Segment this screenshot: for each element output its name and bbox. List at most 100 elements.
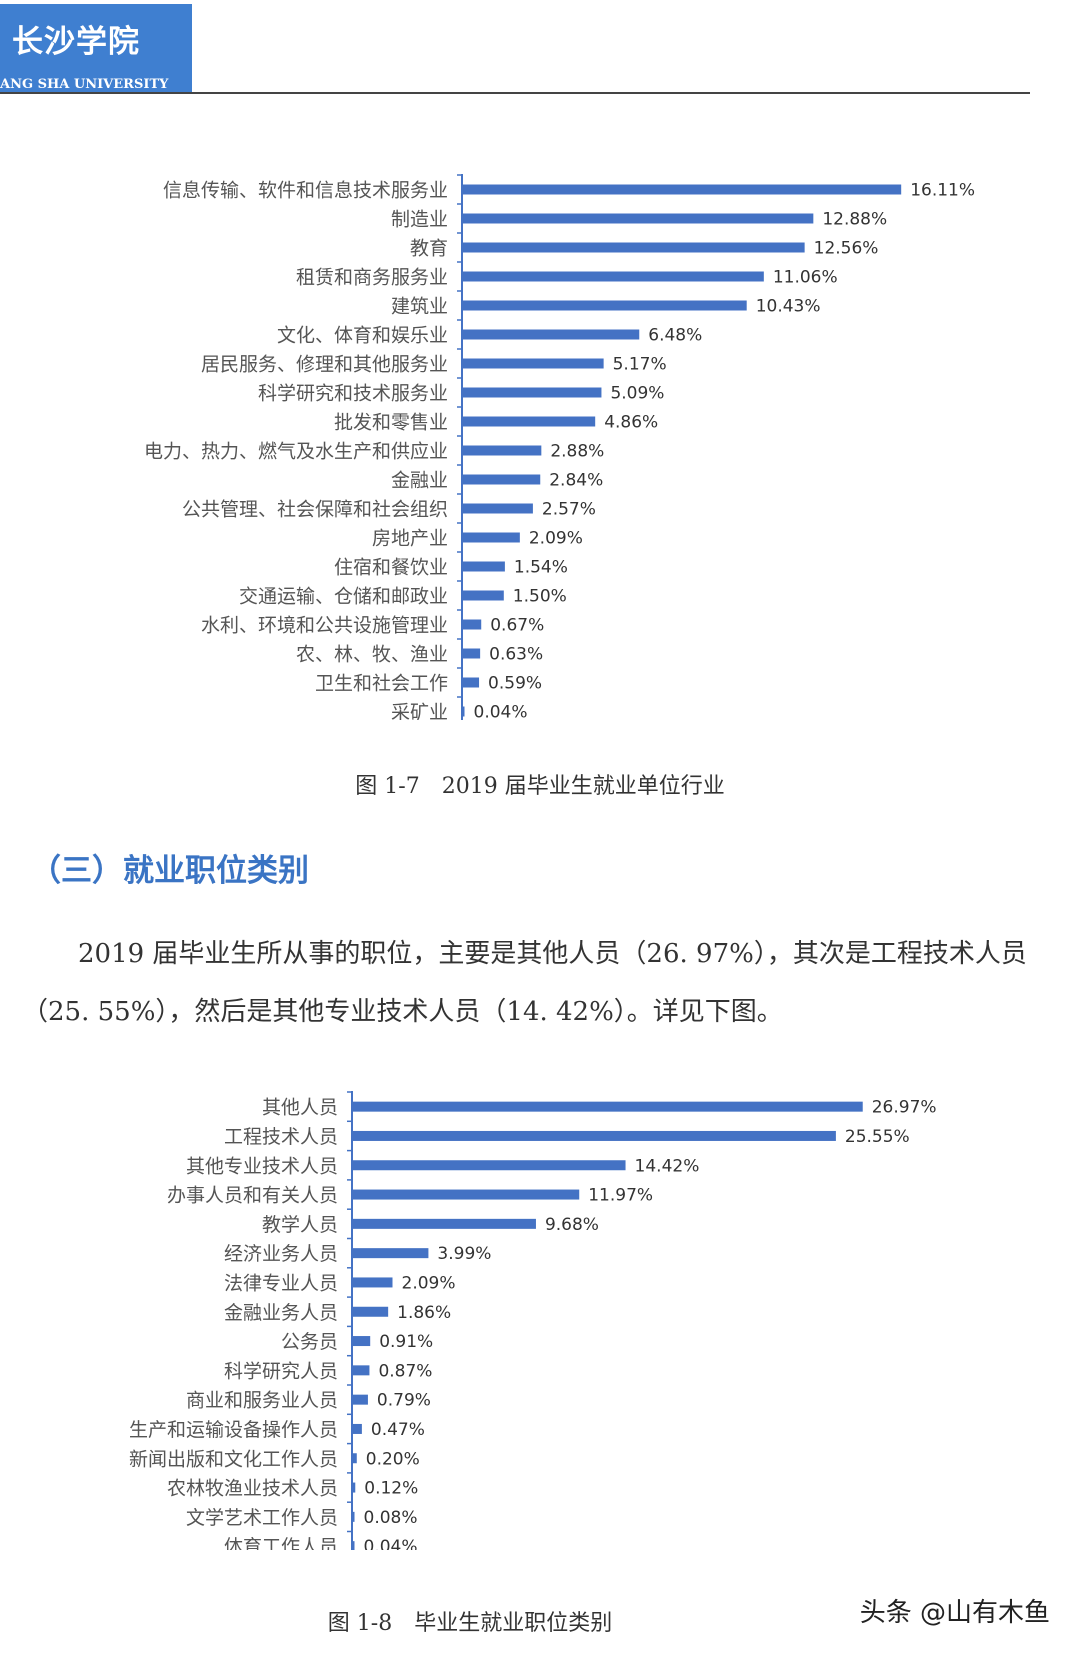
category-label: 金融业 xyxy=(391,470,448,492)
bar xyxy=(353,1218,536,1229)
value-label: 25.55% xyxy=(845,1127,910,1147)
value-label: 2.09% xyxy=(402,1273,456,1293)
value-label: 0.20% xyxy=(366,1449,420,1469)
value-label: 1.54% xyxy=(514,558,568,578)
category-label: 公务员 xyxy=(281,1331,338,1353)
bar xyxy=(463,300,747,311)
category-label: 房地产业 xyxy=(372,528,448,550)
category-label: 居民服务、修理和其他服务业 xyxy=(201,354,448,376)
bar xyxy=(353,1423,362,1434)
category-label: 科学研究人员 xyxy=(224,1360,338,1382)
bar xyxy=(463,474,541,485)
value-label: 2.84% xyxy=(549,471,603,491)
value-label: 0.04% xyxy=(474,703,528,721)
section-heading: （三）就业职位类别 xyxy=(30,853,309,889)
category-label: 水利、环境和公共设施管理业 xyxy=(201,615,448,637)
bar xyxy=(353,1453,357,1464)
university-logo: 长沙学院 ANG SHA UNIVERSITY xyxy=(0,4,192,92)
category-label: 采矿业 xyxy=(391,702,448,721)
value-label: 11.06% xyxy=(773,268,838,288)
value-label: 0.47% xyxy=(371,1420,425,1440)
bar xyxy=(463,648,481,659)
value-label: 1.86% xyxy=(397,1303,451,1323)
watermark: 头条 @山有木鱼 xyxy=(859,1598,1050,1628)
bar xyxy=(463,590,504,601)
bar xyxy=(463,416,596,427)
bar xyxy=(463,532,520,543)
bar xyxy=(353,1189,580,1200)
category-label: 电力、热力、燃气及水生产和供应业 xyxy=(144,441,448,463)
bar xyxy=(353,1336,371,1347)
category-label: 科学研究和技术服务业 xyxy=(258,383,448,405)
bar xyxy=(463,706,465,717)
category-label: 教育 xyxy=(410,238,448,260)
category-label: 公共管理、社会保障和社会组织 xyxy=(182,499,448,521)
category-label: 农、林、牧、渔业 xyxy=(296,644,448,666)
category-label: 信息传输、软件和信息技术服务业 xyxy=(163,180,448,202)
bar xyxy=(463,619,482,630)
industry-bar-chart-svg: 信息传输、软件和信息技术服务业 16.11% 制造业 12.88% 教育 12.56% 租赁… xyxy=(144,174,975,721)
category-label: 新闻出版和文化工作人员 xyxy=(129,1448,338,1470)
bar xyxy=(463,242,805,253)
bar xyxy=(353,1482,356,1493)
figure-caption-1-8: 图 1-8 毕业生就业职位类别 xyxy=(327,1611,613,1636)
category-label: 农林牧渔业技术人员 xyxy=(167,1478,338,1500)
category-label: 交通运输、仓储和邮政业 xyxy=(239,586,448,608)
bar xyxy=(353,1541,355,1550)
category-label: 文化、体育和娱乐业 xyxy=(277,325,448,347)
category-label: 体育工作人员 xyxy=(224,1536,338,1550)
bar xyxy=(463,184,902,195)
bar xyxy=(463,329,640,340)
value-label: 0.12% xyxy=(364,1479,418,1499)
category-label: 办事人员和有关人员 xyxy=(167,1185,338,1207)
bar xyxy=(463,387,602,398)
value-label: 9.68% xyxy=(545,1215,599,1235)
bar xyxy=(353,1130,836,1141)
value-label: 0.04% xyxy=(364,1537,418,1550)
value-label: 5.17% xyxy=(613,355,667,375)
bar xyxy=(353,1365,370,1376)
body-paragraph: 2019 届毕业生所从事的职位，主要是其他人员（26. 97%），其次是工程技术… xyxy=(22,939,1027,1027)
logo-english-name: ANG SHA UNIVERSITY xyxy=(0,77,169,92)
value-label: 26.97% xyxy=(872,1098,937,1118)
category-label: 住宿和餐饮业 xyxy=(334,557,448,579)
bar xyxy=(463,271,764,282)
value-label: 14.42% xyxy=(635,1156,700,1176)
bar xyxy=(463,561,505,572)
value-label: 16.11% xyxy=(910,181,975,201)
bar xyxy=(463,677,480,688)
category-label: 文学艺术工作人员 xyxy=(186,1507,338,1529)
category-label: 其他专业技术人员 xyxy=(186,1155,338,1177)
position-bar-chart-svg: 其他人员 26.97% 工程技术人员 25.55% 其他专业技术人员 14.42% 办事人员… xyxy=(129,1091,937,1550)
value-label: 4.86% xyxy=(604,413,658,433)
category-label: 法律专业人员 xyxy=(224,1272,338,1294)
category-label: 教学人员 xyxy=(262,1214,338,1236)
value-label: 12.88% xyxy=(822,210,887,230)
category-label: 工程技术人员 xyxy=(224,1126,338,1148)
value-label: 0.91% xyxy=(379,1332,433,1352)
value-label: 0.87% xyxy=(378,1361,432,1381)
value-label: 3.99% xyxy=(437,1244,491,1264)
bar xyxy=(353,1511,355,1522)
value-label: 11.97% xyxy=(588,1186,653,1206)
bar xyxy=(463,503,533,514)
value-label: 12.56% xyxy=(814,239,879,259)
category-label: 生产和运输设备操作人员 xyxy=(129,1419,338,1441)
category-label: 其他人员 xyxy=(262,1097,338,1119)
value-label: 2.88% xyxy=(550,442,604,462)
bar xyxy=(353,1101,863,1112)
value-label: 5.09% xyxy=(610,384,664,404)
category-label: 经济业务人员 xyxy=(224,1243,338,1265)
figure-caption-1-7: 图 1-7 2019 届毕业生就业单位行业 xyxy=(355,774,725,799)
category-label: 租赁和商务服务业 xyxy=(296,267,448,289)
category-label: 金融业务人员 xyxy=(224,1302,338,1324)
bar xyxy=(353,1248,429,1259)
category-label: 建筑业 xyxy=(391,296,448,318)
value-label: 2.09% xyxy=(529,529,583,549)
bar xyxy=(463,358,604,369)
value-label: 0.08% xyxy=(364,1508,418,1528)
value-label: 0.63% xyxy=(489,645,543,665)
position-bar-chart: 其他人员 26.97% 工程技术人员 25.55% 其他专业技术人员 14.42% 办事人员… xyxy=(0,1070,1080,1550)
category-label: 商业和服务业人员 xyxy=(186,1390,338,1412)
category-label: 批发和零售业 xyxy=(334,412,448,434)
